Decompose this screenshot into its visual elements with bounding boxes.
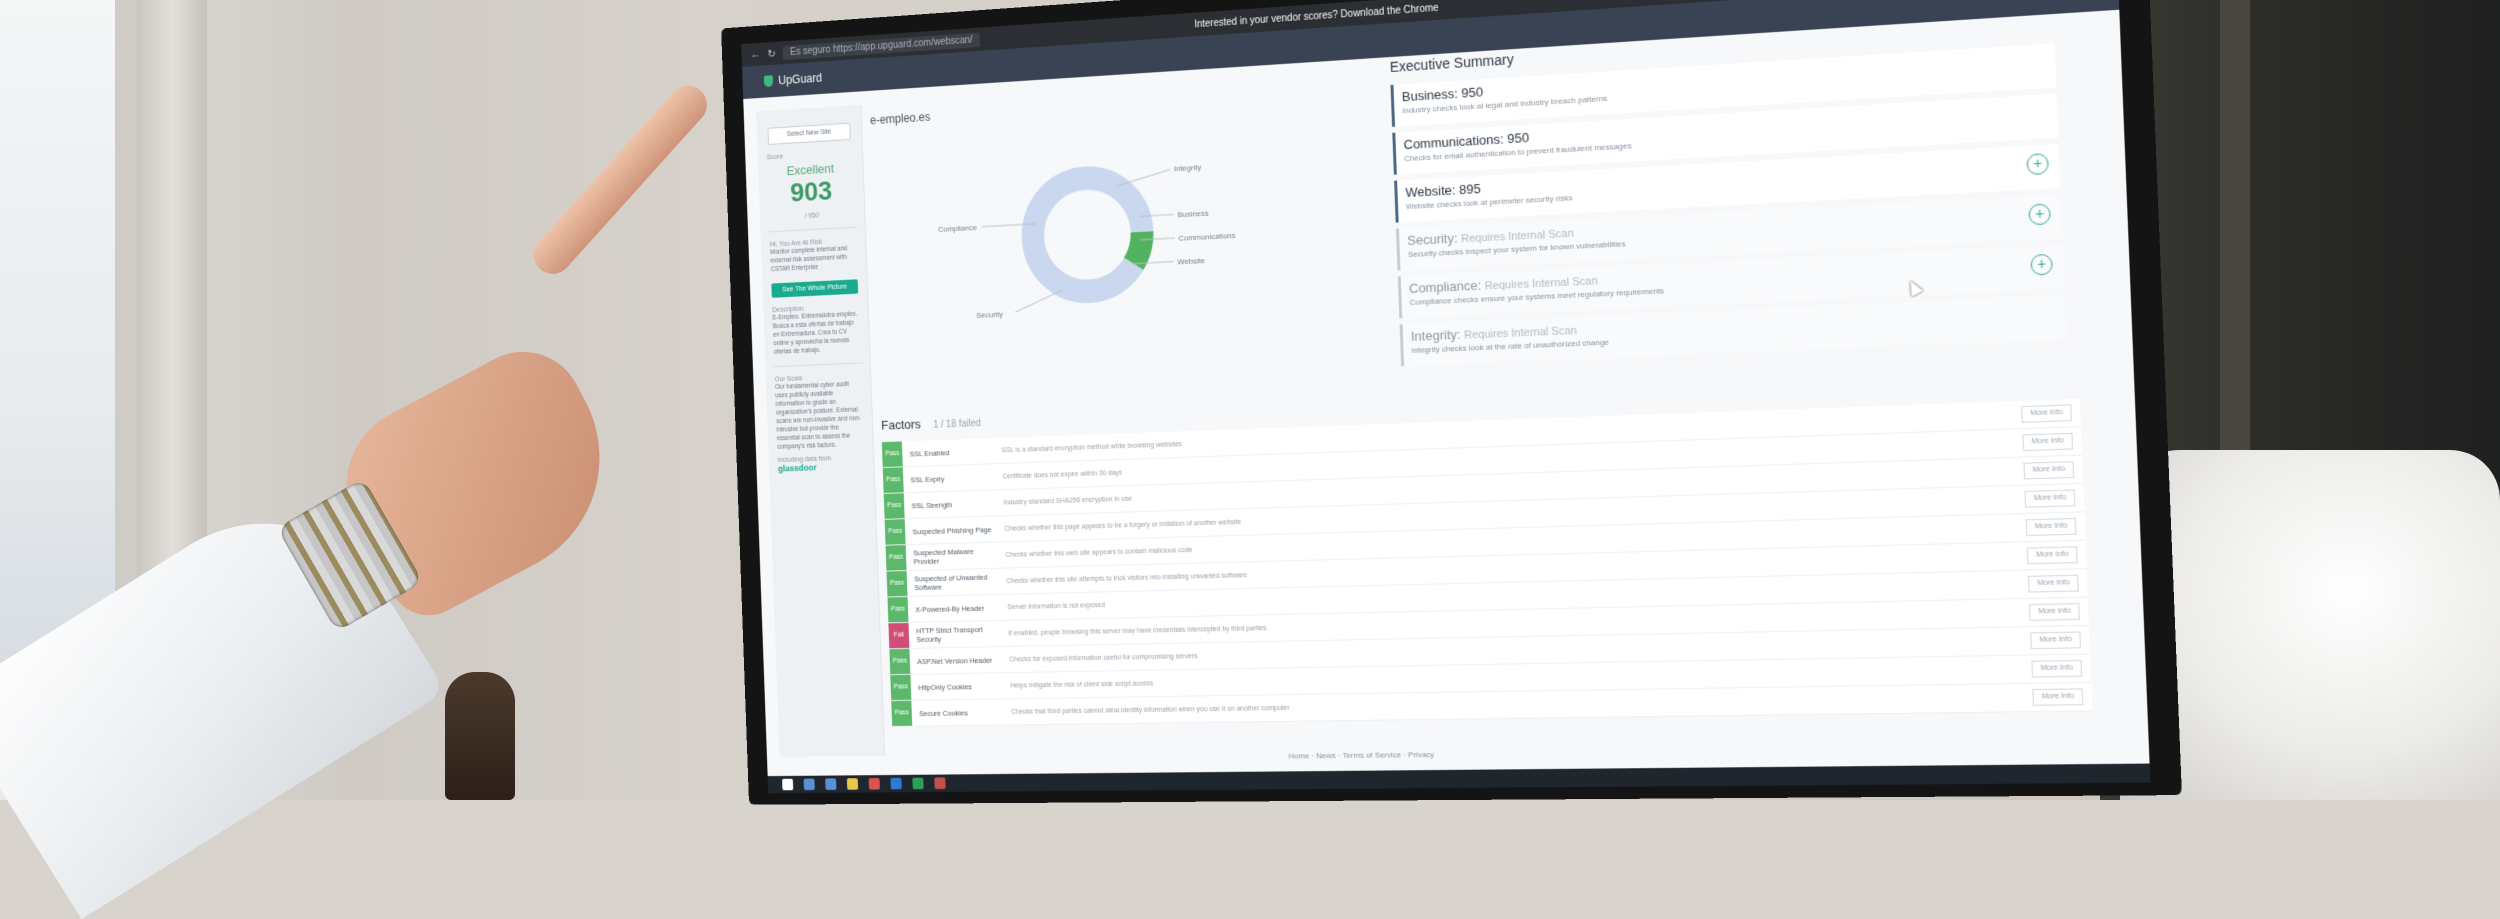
domain-title: e-empleo.es (870, 110, 931, 127)
more-info-button[interactable]: More Info (2032, 688, 2083, 706)
factor-name: Secure Cookies (919, 708, 1002, 718)
start-icon[interactable] (782, 779, 793, 791)
status-badge: Pass (883, 467, 904, 493)
more-info-button[interactable]: More Info (2021, 404, 2072, 423)
exec-item-value: 950 (1461, 84, 1483, 100)
scale-text: Our fundamental cyber audit uses publicl… (766, 379, 873, 452)
folder-icon[interactable] (847, 778, 858, 790)
shield-icon (764, 75, 773, 87)
more-info-button[interactable]: More Info (2031, 660, 2082, 678)
more-info-button[interactable]: More Info (2029, 603, 2080, 621)
donut-chart: Integrity Business Communications Websit… (870, 104, 1322, 380)
more-info-button[interactable]: More Info (2026, 518, 2077, 536)
executive-summary-list: Business: 950 Industry checks look at leg… (1390, 43, 2066, 366)
status-badge: Pass (890, 675, 911, 700)
risk-text: Monitor complete internal and external r… (761, 243, 866, 274)
donut-label-security: Security (976, 310, 1003, 320)
status-badge: Pass (885, 519, 906, 545)
donut-svg: Integrity Business Communications Websit… (870, 104, 1322, 380)
executive-summary: Executive Summary Business: 950 Industry … (1389, 16, 2066, 372)
score-range: / 950 (760, 210, 865, 222)
status-badge: Pass (887, 597, 908, 622)
factors-table: Pass SSL Enabled SSL is a standard encrypt… (882, 399, 2093, 727)
donut-label-website: Website (1177, 256, 1205, 266)
factor-name: Suspected Phishing Page (912, 525, 995, 536)
select-site-button[interactable]: Select New Site (767, 123, 850, 145)
factor-name: X-Powered-By Header (915, 603, 998, 614)
monitor-screen: ← ↻ Es seguro https://app.upguard.com/we… (741, 0, 2150, 793)
exec-item-label: Security: (1407, 230, 1458, 248)
donut-highlight-segment (1133, 232, 1144, 264)
more-info-button[interactable]: More Info (2030, 631, 2081, 649)
factors-section: Factors 1 / 18 failed Pass SSL Enabled SSL… (881, 372, 2092, 726)
exec-item-label: Business: (1402, 86, 1459, 104)
factor-name: HttpOnly Cookies (918, 681, 1001, 691)
status-badge: Fail (888, 623, 909, 648)
more-info-button[interactable]: More Info (2028, 575, 2079, 593)
factor-name: Suspected Malware Provider (913, 546, 996, 566)
factors-title: Factors (881, 417, 921, 433)
more-info-button[interactable]: More Info (2027, 546, 2078, 564)
window (0, 0, 137, 690)
footer-links[interactable]: Home · News · Terms of Service · Privacy (1288, 750, 1434, 760)
factor-name: ASP.Net Version Header (917, 655, 1000, 665)
description-text: E-Empleo. Entremalotra empleo. Busca a e… (763, 309, 869, 357)
powerpoint-icon[interactable] (934, 777, 945, 789)
horse-figurine (445, 672, 515, 800)
factor-name: SSL Enabled (909, 446, 992, 458)
exec-item-label: Website: (1405, 182, 1456, 200)
factor-desc: Checks that third parties cannot steal i… (1002, 694, 2033, 716)
status-badge: Pass (886, 545, 907, 570)
status-badge: Pass (882, 441, 903, 467)
back-icon[interactable]: ← (750, 49, 760, 61)
logo-text: UpGuard (778, 71, 822, 87)
more-info-button[interactable]: More Info (2025, 489, 2076, 507)
search-icon[interactable] (804, 779, 815, 791)
word-icon[interactable] (890, 778, 901, 790)
upguard-logo[interactable]: UpGuard (764, 71, 822, 88)
donut-label-business: Business (1177, 208, 1208, 219)
status-badge: Pass (887, 571, 908, 596)
status-badge: Pass (889, 649, 910, 674)
excel-icon[interactable] (912, 778, 923, 790)
reload-icon[interactable]: ↻ (767, 47, 776, 60)
status-badge: Pass (891, 701, 912, 726)
monitor: ← ↻ Es seguro https://app.upguard.com/we… (721, 0, 2182, 805)
exec-item-value: 950 (1507, 130, 1529, 146)
leader-line (1014, 291, 1061, 313)
factor-name: HTTP Strict Transport Security (916, 625, 1000, 644)
divider (773, 362, 863, 367)
windows-taskbar (768, 763, 2151, 793)
donut-label-communications: Communications (1178, 231, 1235, 243)
donut-ring (1031, 175, 1144, 294)
edge-icon[interactable] (825, 778, 836, 790)
factors-failed-count: 1 / 18 failed (933, 418, 981, 430)
divider (768, 227, 858, 233)
exec-item-label: Integrity: (1411, 327, 1461, 344)
chrome-icon[interactable] (869, 778, 880, 790)
donut-label-compliance: Compliance (938, 223, 977, 234)
factor-name: Suspected of Unwanted Software (914, 573, 997, 592)
sidebar: Select New Site Score Excellent 903 / 95… (756, 105, 885, 757)
more-info-button[interactable]: More Info (2023, 461, 2074, 479)
see-whole-picture-button[interactable]: See The Whole Picture (771, 279, 858, 298)
more-info-button[interactable]: More Info (2022, 433, 2073, 451)
exec-item-value: 895 (1459, 181, 1481, 197)
url-text: https://app.upguard.com/webscan/ (833, 34, 973, 54)
donut-label-integrity: Integrity (1174, 163, 1202, 174)
factor-name: SSL Expiry (910, 472, 993, 483)
score-value: 903 (759, 174, 864, 210)
status-badge: Pass (884, 493, 905, 519)
exec-item-label: Compliance: (1409, 278, 1481, 296)
factor-name: SSL Strength (911, 499, 994, 510)
secure-label: Es seguro (790, 44, 831, 57)
